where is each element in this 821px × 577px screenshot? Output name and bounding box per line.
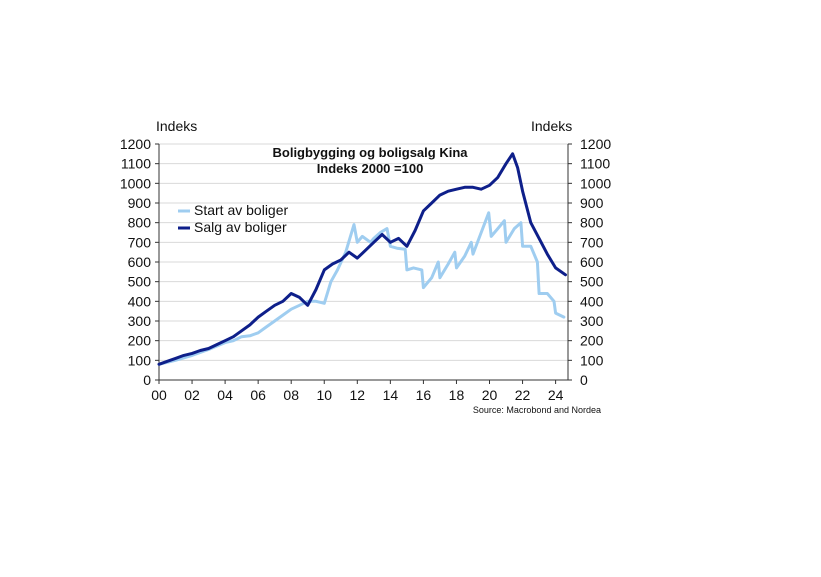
series-layer: [157, 152, 567, 366]
y-tick-label-right: 0: [580, 372, 588, 388]
y-tick-label-left: 700: [128, 234, 152, 250]
x-tick-label: 22: [515, 387, 531, 403]
y-tick-label-right: 1000: [580, 175, 611, 191]
y-tick-label-right: 500: [580, 274, 604, 290]
x-tick-label: 00: [151, 387, 167, 403]
y-axis-left-label: Indeks: [156, 118, 197, 134]
y-tick-label-left: 300: [128, 313, 152, 329]
y-tick-label-right: 600: [580, 254, 604, 270]
y-tick-label-right: 700: [580, 234, 604, 250]
y-tick-label-right: 200: [580, 333, 604, 349]
source-note: Source: Macrobond and Nordea: [473, 405, 601, 415]
x-tick-label: 06: [250, 387, 266, 403]
x-tick-label: 02: [184, 387, 200, 403]
y-tick-label-left: 1100: [121, 156, 151, 172]
legend: Start av boliger Salg av boliger: [178, 202, 288, 235]
chart-subtitle: Indeks 2000 =100: [317, 161, 424, 176]
x-tick-label: 18: [449, 387, 465, 403]
y-tick-label-left: 0: [143, 372, 151, 388]
legend-label-sales: Salg av boliger: [194, 219, 287, 235]
x-tick-label: 12: [350, 387, 366, 403]
chart-title: Boligbygging og boligsalg Kina: [273, 145, 469, 160]
y-tick-label-left: 600: [128, 254, 152, 270]
y-tick-label-right: 100: [580, 352, 604, 368]
y-tick-label-left: 400: [128, 293, 152, 309]
x-tick-label: 14: [383, 387, 399, 403]
y-axis-right-label: Indeks: [531, 118, 572, 134]
y-tick-label-left: 900: [128, 195, 152, 211]
x-tick-label: 04: [217, 387, 233, 403]
y-tick-label-left: 100: [128, 352, 152, 368]
series-line-start-av-boliger: [157, 211, 566, 366]
y-tick-label-left: 1200: [120, 136, 151, 152]
x-tick-label: 08: [283, 387, 299, 403]
y-tick-label-right: 300: [580, 313, 604, 329]
y-tick-label-left: 800: [128, 215, 152, 231]
x-tick-label: 24: [548, 387, 564, 403]
y-tick-label-right: 400: [580, 293, 604, 309]
legend-label-start: Start av boliger: [194, 202, 288, 218]
y-tick-label-left: 1000: [120, 175, 151, 191]
x-tick-label: 20: [482, 387, 498, 403]
series-line-salg-av-boliger: [157, 152, 567, 366]
y-tick-label-left: 200: [128, 333, 152, 349]
y-tick-label-right: 1200: [580, 136, 611, 152]
y-tick-label-right: 800: [580, 215, 604, 231]
y-tick-label-right: 900: [580, 195, 604, 211]
x-tick-label: 10: [316, 387, 332, 403]
y-tick-label-left: 500: [128, 274, 152, 290]
y-tick-label-right: 1100: [580, 156, 610, 172]
x-tick-label: 16: [416, 387, 432, 403]
